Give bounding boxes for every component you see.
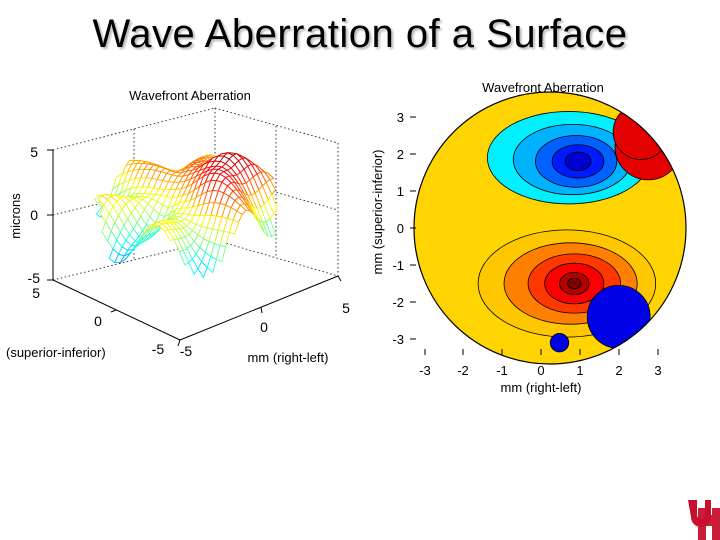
x-axis-label: mm (right-left) <box>248 350 329 365</box>
contour-x-tick-label: 2 <box>615 363 622 378</box>
contour-x-tick-label: -1 <box>496 363 508 378</box>
surface-mesh-cell <box>215 244 227 263</box>
surface-mesh <box>93 152 278 279</box>
contour-y-tick-label: 3 <box>397 110 404 125</box>
contour-x-tick-label: 0 <box>537 363 544 378</box>
uh-logo <box>688 500 720 540</box>
surface-mesh-cell <box>178 249 190 266</box>
y-tick-label: -5 <box>152 341 165 357</box>
slide-title: Wave Aberration of a Surface <box>92 12 628 56</box>
contour-y-ticks <box>410 116 416 340</box>
contour-rim-level <box>549 333 570 353</box>
contour-plot: Wavefront Aberration 3 2 1 0 -1 -2 -3 <box>370 80 687 395</box>
contour-y-axis-label: mm (superior-inferior) <box>370 150 385 275</box>
uh-logo-h <box>698 508 720 540</box>
contour-x-tick-label: -2 <box>457 363 469 378</box>
surface-plot: Wavefront Aberration <box>6 88 350 365</box>
contour-rim-level <box>586 284 651 349</box>
z-tick-label: 5 <box>30 144 38 160</box>
contour-y-tick-label: -1 <box>392 258 404 273</box>
surface-plot-title: Wavefront Aberration <box>129 88 251 103</box>
z-tick-label: -5 <box>28 270 41 286</box>
z-axis-label: microns <box>8 193 23 239</box>
y-axis-label: (superior-inferior) <box>6 345 106 360</box>
contour-x-ticks <box>424 349 659 355</box>
x-tick-label: 0 <box>260 319 268 335</box>
surface-mesh-cell <box>164 229 175 242</box>
surface-mesh-cell <box>228 219 240 235</box>
surface-mesh-cell <box>197 260 208 279</box>
contour-y-tick-label: 2 <box>397 147 404 162</box>
x-tick-label: -5 <box>180 343 193 359</box>
contour-level <box>567 277 582 290</box>
surface-box-front <box>47 149 342 347</box>
contour-level <box>564 151 592 172</box>
contour-x-axis-label: mm (right-left) <box>501 380 582 395</box>
contour-x-tick-label: -3 <box>419 363 431 378</box>
z-tick-label: 0 <box>30 207 38 223</box>
contour-x-tick-label: 3 <box>654 363 661 378</box>
contour-fill-region <box>414 92 686 364</box>
surface-mesh-cell <box>188 258 199 276</box>
x-tick-label: 5 <box>342 300 350 316</box>
contour-y-tick-label: -2 <box>392 295 404 310</box>
contour-y-tick-label: 0 <box>397 221 404 236</box>
contour-plot-title: Wavefront Aberration <box>482 80 604 95</box>
contour-levels <box>477 103 682 353</box>
contour-y-tick-label: 1 <box>397 184 404 199</box>
surface-mesh-cell <box>206 255 217 274</box>
contour-y-tick-label: -3 <box>392 332 404 347</box>
y-tick-label: 5 <box>32 285 40 301</box>
contour-x-tick-label: 1 <box>576 363 583 378</box>
y-tick-label: 0 <box>94 313 102 329</box>
